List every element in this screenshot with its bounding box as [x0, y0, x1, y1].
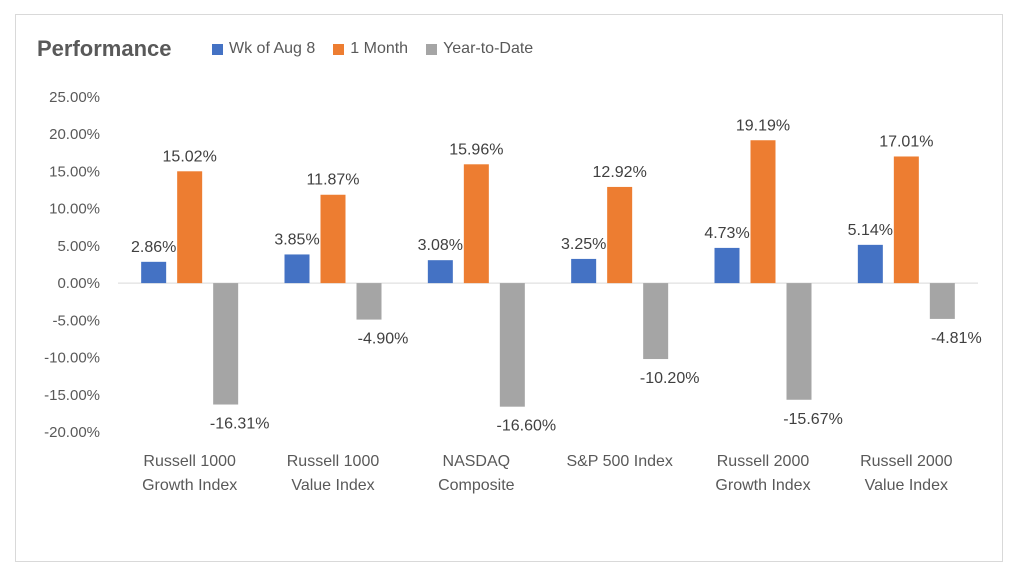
data-label: -15.67% [783, 411, 843, 428]
legend-swatch-wk [212, 43, 223, 55]
category-label: Russell 1000 [287, 453, 380, 470]
category-label: Composite [438, 477, 515, 494]
category-label: Russell 1000 [143, 453, 236, 470]
y-tick-label: 0.00% [57, 275, 100, 292]
data-label: 3.85% [274, 231, 319, 248]
category-label: Value Index [291, 477, 374, 494]
chart-title: Performance [37, 36, 172, 61]
legend-label-ytd: Year-to-Date [443, 40, 534, 57]
data-label: 19.19% [736, 117, 790, 134]
data-label: -4.81% [931, 330, 982, 347]
bar [643, 283, 669, 360]
y-tick-label: 15.00% [49, 163, 100, 180]
data-label: 11.87% [306, 172, 359, 189]
category-label: Value Index [865, 477, 948, 494]
y-tick-label: 10.00% [49, 201, 100, 218]
bar [714, 247, 740, 284]
category-label: Growth Index [142, 477, 237, 494]
y-tick-label: -5.00% [52, 312, 100, 329]
data-label: 15.02% [163, 148, 217, 165]
bar [929, 283, 955, 319]
data-label: 3.25% [561, 236, 606, 253]
category-label: Russell 2000 [717, 453, 810, 470]
bar [177, 171, 203, 284]
bar [463, 164, 489, 284]
legend-swatch-month [333, 43, 345, 55]
data-label: 12.92% [593, 164, 647, 181]
bar [356, 283, 382, 320]
y-tick-label: -20.00% [44, 424, 100, 441]
bar [213, 283, 239, 405]
y-tick-label: 20.00% [49, 126, 100, 143]
bar [499, 283, 525, 407]
legend-item-month: 1 Month [333, 40, 408, 58]
data-label: 5.14% [848, 222, 893, 239]
category-label: Growth Index [715, 477, 810, 494]
category-label: S&P 500 Index [566, 453, 672, 470]
bar [427, 260, 453, 284]
category-label: NASDAQ [443, 453, 511, 470]
data-label: 3.08% [418, 237, 463, 254]
bar [571, 258, 597, 284]
bar [750, 140, 776, 284]
legend-swatch-ytd [426, 43, 438, 55]
data-label: -16.60% [497, 418, 557, 435]
data-label: -10.20% [640, 370, 700, 387]
y-tick-label: 5.00% [57, 238, 100, 255]
bar [857, 244, 883, 284]
legend-label-month: 1 Month [350, 40, 409, 57]
bar [284, 254, 310, 284]
legend-label-wk: Wk of Aug 8 [229, 40, 316, 57]
data-label: -4.90% [358, 331, 409, 348]
bar [320, 194, 346, 284]
data-label: 4.73% [704, 225, 749, 242]
data-label: 2.86% [131, 239, 176, 256]
data-label: 17.01% [879, 133, 933, 150]
category-label: Russell 2000 [860, 453, 953, 470]
y-tick-label: 25.00% [49, 89, 100, 106]
bar [893, 156, 919, 284]
legend-item-wk: Wk of Aug 8 [212, 40, 315, 58]
y-tick-label: -15.00% [44, 387, 100, 404]
bar [141, 261, 167, 284]
legend-item-ytd: Year-to-Date [426, 40, 533, 58]
data-label: -16.31% [210, 416, 270, 433]
legend: Wk of Aug 8 1 Month Year-to-Date [212, 40, 533, 58]
bar [607, 186, 633, 284]
y-tick-label: -10.00% [44, 350, 100, 367]
data-label: 15.96% [449, 141, 503, 158]
bar [786, 283, 812, 400]
